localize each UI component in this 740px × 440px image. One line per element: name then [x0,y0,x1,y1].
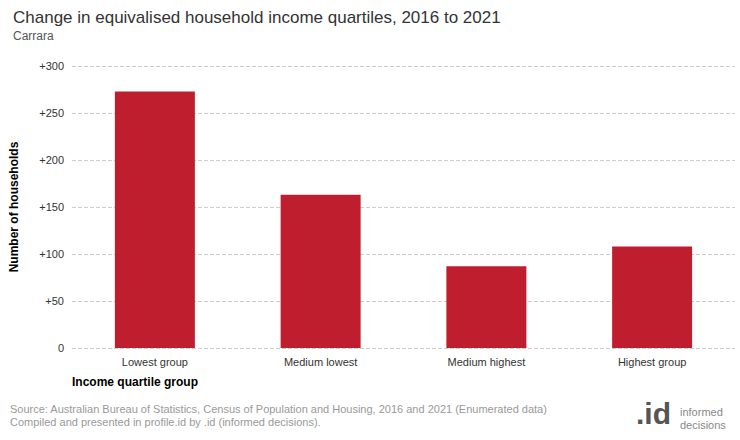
svg-text:+50: +50 [45,295,64,307]
svg-text:+100: +100 [39,248,64,260]
svg-text:Number of households: Number of households [7,141,21,272]
svg-text:Income quartile group: Income quartile group [72,375,198,389]
svg-text:Highest group: Highest group [618,356,687,368]
svg-text:Source: Australian Bureau of S: Source: Australian Bureau of Statistics,… [10,403,547,415]
svg-text:Medium highest: Medium highest [448,356,526,368]
svg-text:+200: +200 [39,154,64,166]
svg-text:Lowest group: Lowest group [122,356,188,368]
svg-text:Medium lowest: Medium lowest [284,356,357,368]
svg-text:+300: +300 [39,60,64,72]
svg-text:informed: informed [680,406,723,418]
svg-text:Carrara: Carrara [13,29,54,43]
svg-text:Change in equivalised househol: Change in equivalised household income q… [13,8,501,27]
svg-text:Compiled and presented in prof: Compiled and presented in profile.id by … [10,416,321,428]
svg-text:+250: +250 [39,107,64,119]
svg-text:.id: .id [636,397,671,430]
svg-text:0: 0 [58,342,64,354]
svg-text:+150: +150 [39,201,64,213]
svg-text:decisions: decisions [680,419,726,431]
